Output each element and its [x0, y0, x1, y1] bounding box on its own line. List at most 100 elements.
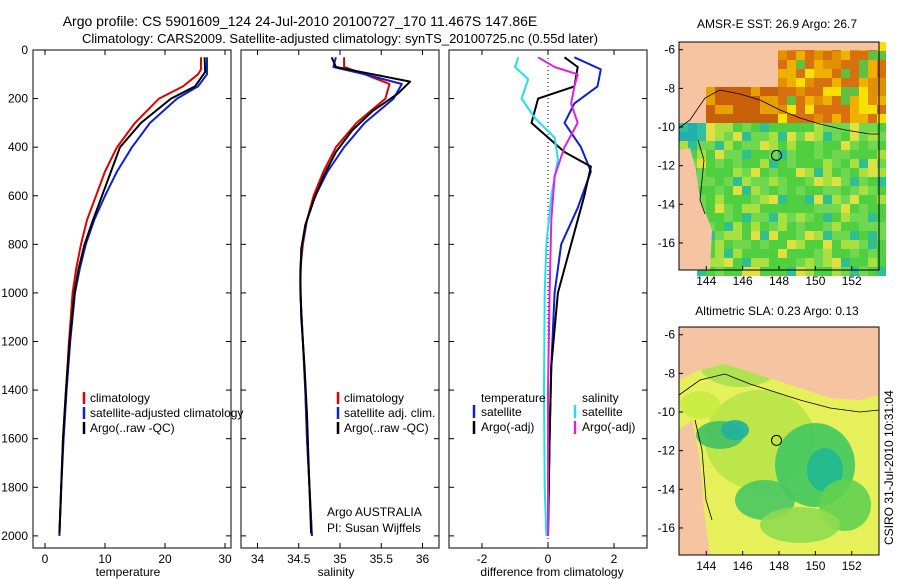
series-line-blue: [58, 57, 208, 536]
sst-grid-cell: [850, 51, 859, 60]
sst-grid-cell: [733, 249, 742, 258]
sst-grid-cell: [823, 105, 832, 114]
sst-grid-cell: [877, 51, 886, 60]
sst-grid-cell: [868, 159, 877, 168]
sst-grid-cell: [769, 267, 778, 276]
sst-grid-cell: [760, 150, 769, 159]
sst-grid-cell: [751, 186, 760, 195]
sst-grid-cell: [742, 177, 751, 186]
sst-grid-cell: [796, 168, 805, 177]
sst-grid-cell: [868, 222, 877, 231]
sst-grid-cell: [859, 60, 868, 69]
y-tick-label: 0: [21, 43, 28, 57]
sst-grid-cell: [733, 123, 742, 132]
sst-grid-cell: [868, 96, 877, 105]
sst-grid-cell: [796, 186, 805, 195]
sst-grid-cell: [715, 195, 724, 204]
sst-grid-cell: [877, 69, 886, 78]
x-tick-label: -2: [477, 552, 488, 566]
sst-grid-cell: [868, 105, 877, 114]
sst-grid-cell: [868, 78, 877, 87]
sst-grid-cell: [877, 132, 886, 141]
sst-grid-cell: [823, 240, 832, 249]
sst-grid-cell: [814, 213, 823, 222]
sst-grid-cell: [859, 231, 868, 240]
sst-grid-cell: [859, 258, 868, 267]
legend-label: Argo(..raw -QC): [344, 421, 429, 435]
sst-grid-cell: [841, 168, 850, 177]
sst-grid-cell: [715, 114, 724, 123]
sst-grid-cell: [850, 249, 859, 258]
sst-grid-cell: [751, 114, 760, 123]
sst-grid-cell: [760, 231, 769, 240]
sst-grid-cell: [751, 141, 760, 150]
sst-grid-cell: [859, 69, 868, 78]
sst-grid-cell: [751, 195, 760, 204]
sst-grid-cell: [742, 186, 751, 195]
sst-grid-cell: [814, 159, 823, 168]
sst-grid-cell: [850, 222, 859, 231]
sst-grid-cell: [796, 87, 805, 96]
sst-grid-cell: [814, 240, 823, 249]
sst-grid-cell: [742, 213, 751, 222]
series-line-red: [58, 57, 202, 536]
sst-grid-cell: [760, 222, 769, 231]
sst-grid-cell: [760, 96, 769, 105]
diff-legend: temperature salinity satellite Argo(-adj…: [472, 391, 635, 434]
sst-grid-cell: [859, 141, 868, 150]
sst-grid-cell: [841, 132, 850, 141]
sst-grid-cell: [742, 150, 751, 159]
sst-grid-cell: [769, 240, 778, 249]
sst-grid-cell: [796, 141, 805, 150]
sst-grid-cell: [787, 123, 796, 132]
sst-grid-cell: [823, 195, 832, 204]
sst-grid-cell: [715, 267, 724, 276]
sst-grid-cell: [850, 159, 859, 168]
sst-grid-cell: [760, 204, 769, 213]
sst-grid-cell: [805, 240, 814, 249]
sst-grid-cell: [679, 132, 688, 141]
sst-grid-cell: [724, 114, 733, 123]
sst-grid-cell: [715, 87, 724, 96]
sst-grid-cell: [823, 213, 832, 222]
sst-grid-cell: [841, 60, 850, 69]
sst-grid-cell: [715, 150, 724, 159]
sst-grid-cell: [859, 96, 868, 105]
sst-grid-cell: [823, 60, 832, 69]
sst-grid-cell: [787, 105, 796, 114]
sst-grid-cell: [805, 96, 814, 105]
sst-grid-cell: [841, 204, 850, 213]
sst-grid-cell: [877, 267, 886, 276]
legend-label: satellite adj. clim.: [344, 406, 435, 420]
sst-grid-cell: [733, 267, 742, 276]
sst-grid-cell: [706, 195, 715, 204]
sst-grid-cell: [769, 231, 778, 240]
sst-grid-cell: [814, 69, 823, 78]
sst-grid-cell: [877, 249, 886, 258]
sst-grid-cell: [742, 96, 751, 105]
sst-grid-cell: [832, 258, 841, 267]
sst-grid-cell: [787, 204, 796, 213]
sst-grid-cell: [796, 177, 805, 186]
sst-grid-cell: [814, 177, 823, 186]
sst-grid-cell: [868, 123, 877, 132]
sst-grid-cell: [814, 150, 823, 159]
sst-grid-cell: [805, 195, 814, 204]
sst-grid-cell: [823, 177, 832, 186]
argo-float-marker: [771, 149, 782, 161]
map-x-tick-label: 150: [805, 274, 825, 288]
sst-grid-cell: [733, 168, 742, 177]
sst-grid-cell: [742, 204, 751, 213]
sst-grid-cell: [841, 123, 850, 132]
sal-plot-frame: [240, 49, 440, 549]
x-tick-label: 2: [611, 552, 618, 566]
sst-grid-cell: [814, 132, 823, 141]
sst-grid-cell: [868, 168, 877, 177]
sst-grid-cell: [877, 177, 886, 186]
sst-grid-cell: [796, 69, 805, 78]
sst-grid-cell: [877, 204, 886, 213]
sst-grid-cell: [760, 186, 769, 195]
sst-grid-cell: [823, 69, 832, 78]
sst-grid-cell: [832, 78, 841, 87]
sst-grid-cell: [724, 213, 733, 222]
